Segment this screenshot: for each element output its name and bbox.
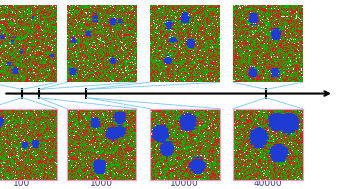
Text: 10000: 10000: [171, 179, 199, 188]
Text: 1000: 1000: [90, 179, 113, 188]
Text: 100: 100: [14, 179, 31, 188]
Text: 40000: 40000: [254, 179, 282, 188]
